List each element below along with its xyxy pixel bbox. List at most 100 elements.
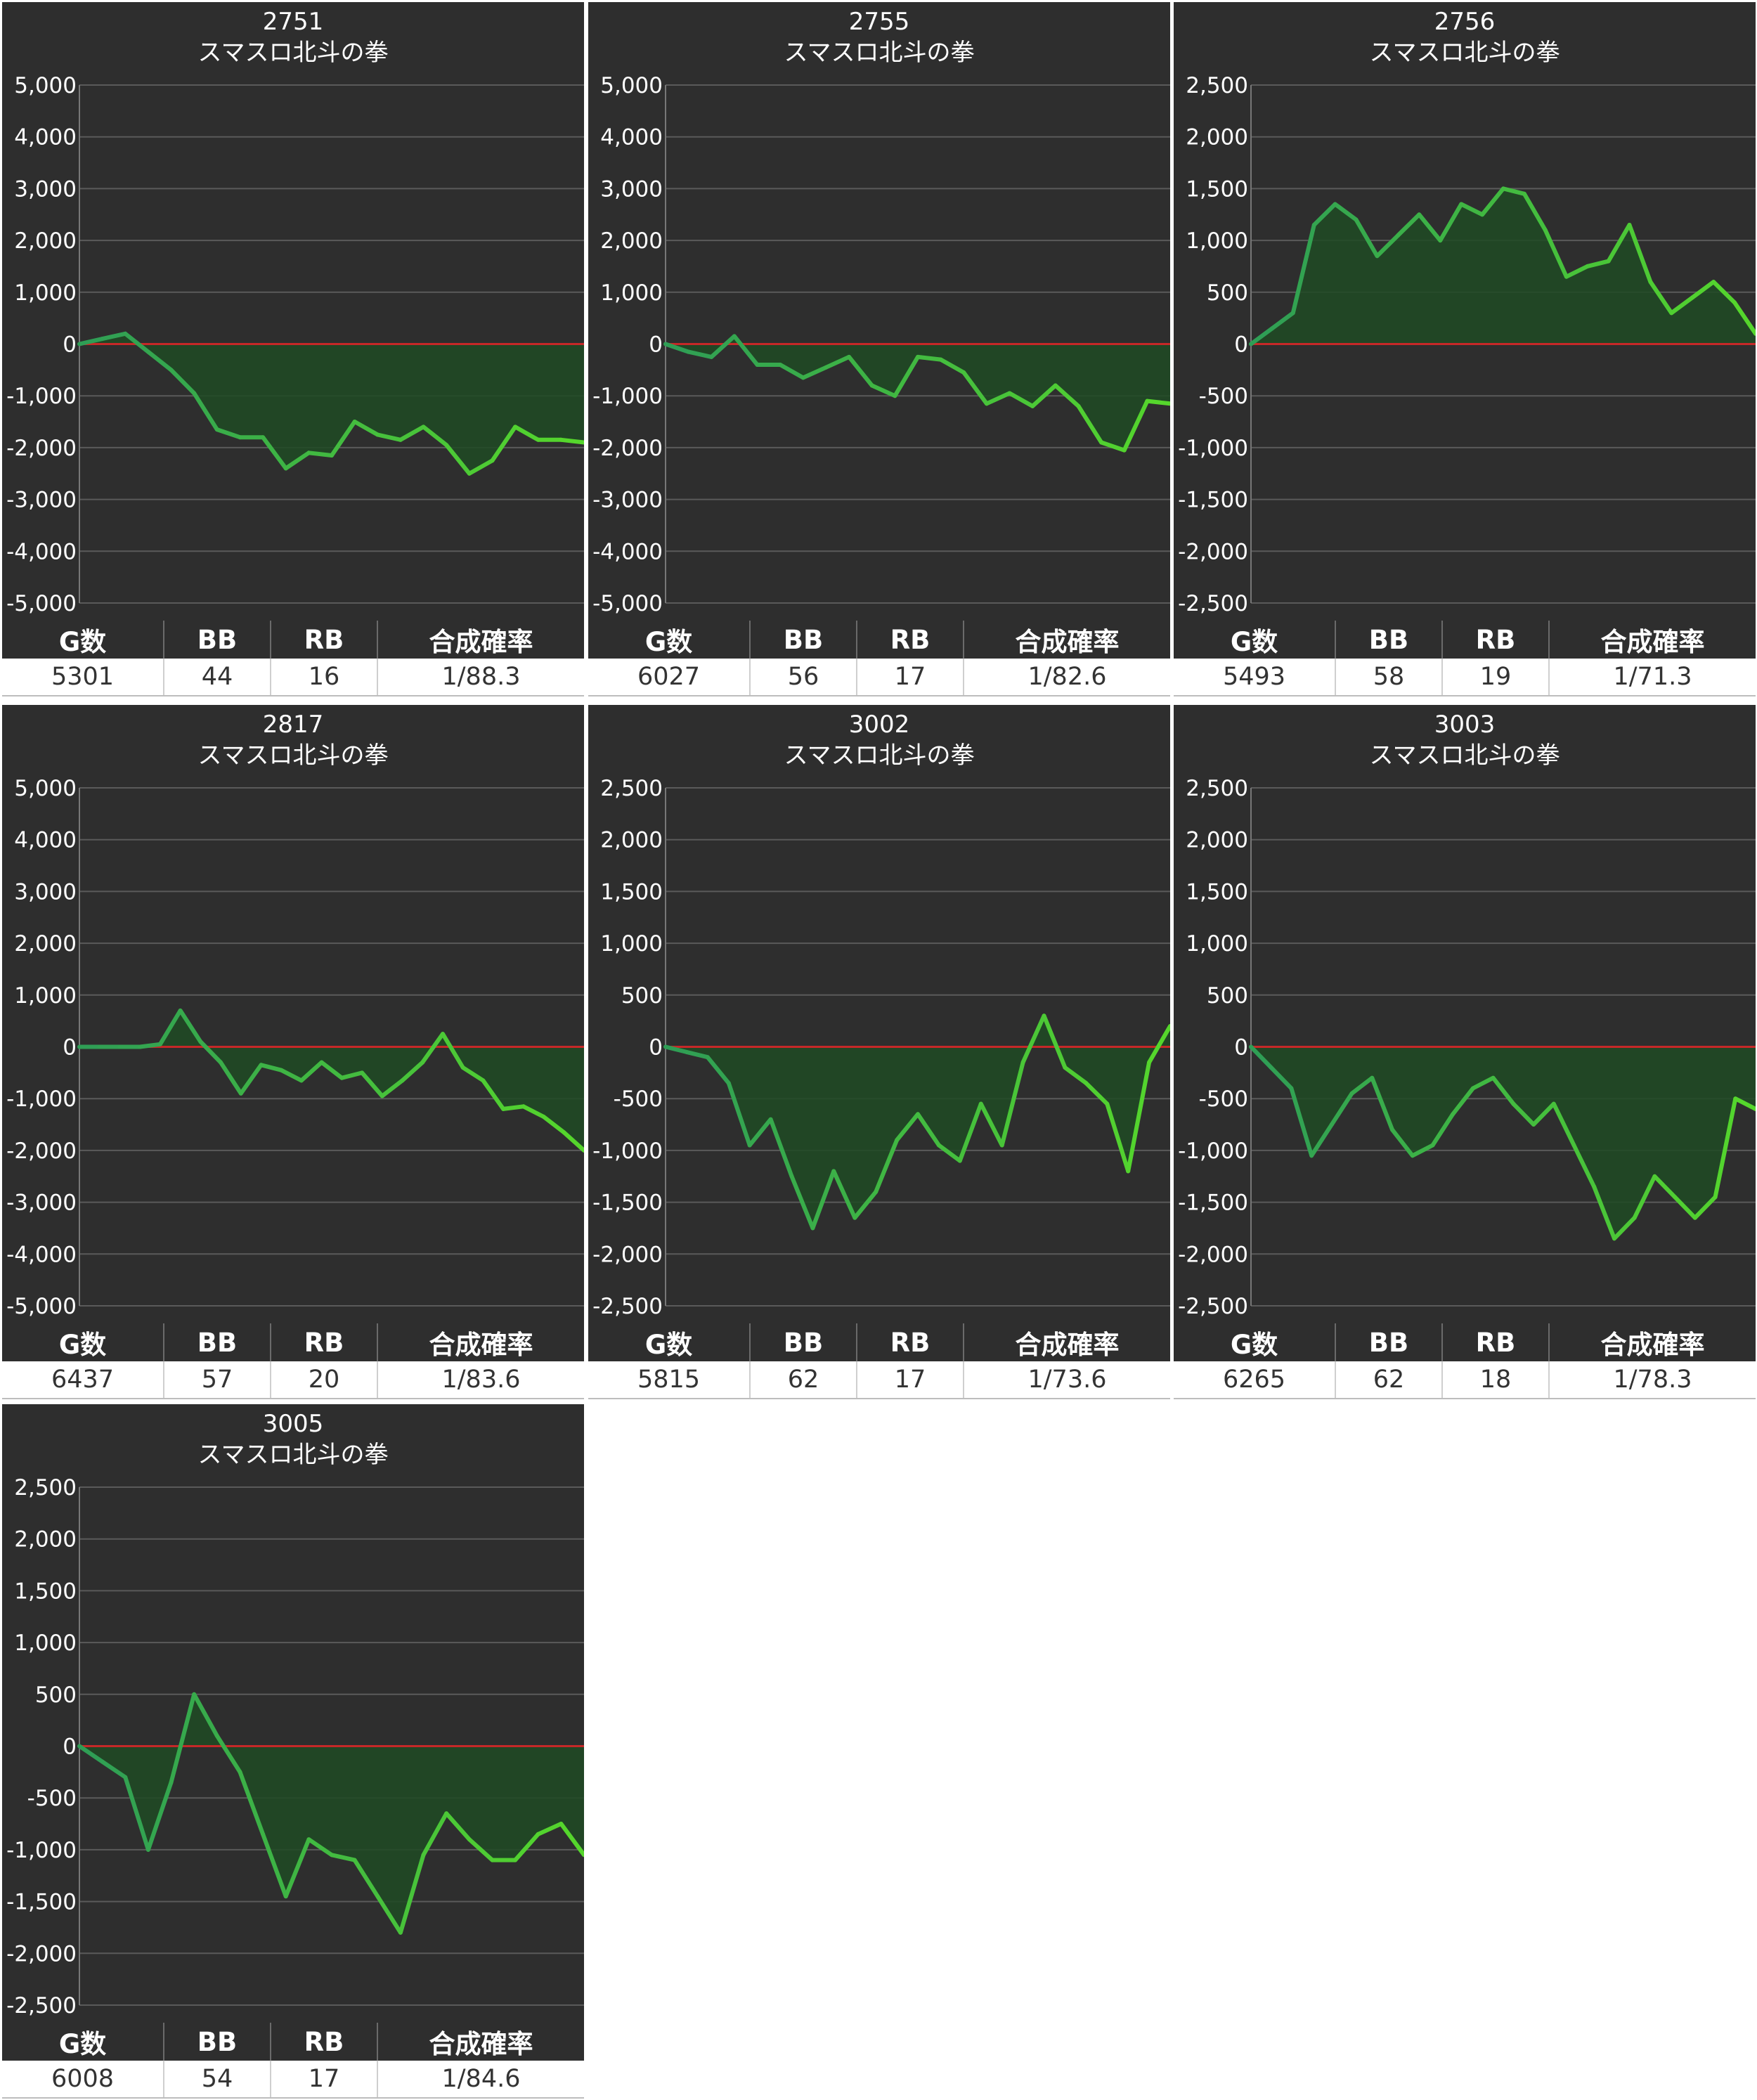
series-line-segment bbox=[709, 334, 737, 359]
series-line-segment bbox=[1713, 1096, 1738, 1200]
bb-header: BB bbox=[1335, 1323, 1442, 1361]
g-count-value: 5301 bbox=[2, 659, 164, 696]
stats-table: G数 BB RB 合成確率 6265 62 18 1/78.3 bbox=[1174, 1323, 1756, 1399]
series-line-segment bbox=[1627, 223, 1653, 285]
series-line-segment bbox=[421, 1811, 449, 1858]
series-line-segment bbox=[306, 451, 334, 458]
series-line-segment bbox=[238, 1063, 264, 1096]
chart-panel: 3002 スマスロ北斗の拳 2,500 2,000 1,500 1,000 500 0 -500… bbox=[588, 705, 1170, 1401]
series-line-segment bbox=[513, 424, 540, 442]
series-line-segment bbox=[352, 1858, 380, 1899]
series-line-segment bbox=[732, 334, 760, 367]
rb-header: RB bbox=[856, 1323, 964, 1361]
series-line-segment bbox=[1459, 202, 1485, 217]
y-tick-label: 500 bbox=[621, 983, 663, 1009]
series-line-segment bbox=[1063, 1065, 1089, 1086]
series-line-segment bbox=[1249, 1044, 1273, 1070]
bb-value: 62 bbox=[749, 1361, 857, 1399]
series-line-segment bbox=[1501, 186, 1526, 196]
y-tick-label: -3,000 bbox=[6, 488, 77, 513]
series-line-segment bbox=[467, 458, 495, 476]
y-tick-label: 1,000 bbox=[14, 1631, 77, 1656]
chart-area: 3002 スマスロ北斗の拳 2,500 2,000 1,500 1,000 500 0 -500… bbox=[588, 705, 1170, 1323]
series-line-segment bbox=[536, 1822, 564, 1836]
series-line-segment bbox=[1410, 1143, 1435, 1158]
series-line-segment bbox=[330, 1853, 357, 1862]
series-line-segment bbox=[895, 1112, 920, 1143]
probability-value: 1/71.3 bbox=[1548, 659, 1756, 696]
y-tick-label: 500 bbox=[1207, 983, 1248, 1009]
series-line-segment bbox=[214, 427, 242, 440]
y-tick-label: 0 bbox=[649, 332, 663, 358]
y-tick-label: -2,000 bbox=[1178, 539, 1248, 564]
series-line-segment bbox=[1470, 1075, 1496, 1091]
bb-value: 56 bbox=[749, 659, 857, 696]
g-count-value: 6437 bbox=[2, 1361, 164, 1399]
stats-table: G数 BB RB 合成確率 5301 44 16 1/88.3 bbox=[2, 621, 584, 696]
bb-header: BB bbox=[163, 621, 271, 659]
series-line-segment bbox=[1585, 259, 1611, 268]
series-line-segment bbox=[1076, 403, 1104, 445]
y-tick-label: -500 bbox=[1199, 384, 1248, 409]
y-tick-label: 5,000 bbox=[14, 776, 77, 801]
series-area bbox=[79, 1010, 584, 1151]
stats-table: G数 BB RB 合成確率 5815 62 17 1/73.6 bbox=[588, 1323, 1170, 1399]
y-tick-label: 500 bbox=[35, 1683, 77, 1708]
y-tick-label: -2,500 bbox=[592, 1294, 663, 1319]
series-line-segment bbox=[1311, 202, 1337, 227]
y-tick-label: -5,000 bbox=[592, 591, 663, 616]
y-tick-label: -3,000 bbox=[592, 488, 663, 513]
chart-panel: 3003 スマスロ北斗の拳 2,500 2,000 1,500 1,000 500 0 -500… bbox=[1174, 705, 1756, 1401]
y-tick-label: -500 bbox=[27, 1786, 77, 1811]
y-tick-label: 2,000 bbox=[14, 1527, 77, 1553]
series-line-segment bbox=[178, 1008, 203, 1044]
series-line-segment bbox=[938, 357, 966, 375]
g-count-value: 6008 bbox=[2, 2061, 164, 2099]
series-line-segment bbox=[726, 1081, 752, 1148]
y-tick-label: -1,000 bbox=[6, 1087, 77, 1112]
series-line-segment bbox=[460, 1065, 486, 1083]
y-tick-label: 2,000 bbox=[14, 228, 77, 254]
y-tick-label: 1,500 bbox=[1186, 176, 1248, 202]
series-line-segment bbox=[1249, 326, 1274, 346]
g-count-header: G数 bbox=[2, 1323, 164, 1361]
y-tick-label: 0 bbox=[649, 1035, 663, 1061]
rb-header: RB bbox=[856, 621, 964, 659]
series-line-segment bbox=[1511, 1101, 1536, 1127]
probability-header: 合成確率 bbox=[963, 621, 1170, 659]
y-tick-label: 2,000 bbox=[1186, 125, 1248, 150]
y-tick-label: 2,000 bbox=[600, 228, 663, 254]
series-line-segment bbox=[1571, 1143, 1597, 1189]
chart-panel: 2751 スマスロ北斗の拳 5,000 4,000 3,000 2,000 1,000 0 -1… bbox=[2, 2, 584, 698]
series-line-segment bbox=[1733, 1096, 1756, 1111]
y-tick-label: -2,500 bbox=[1178, 591, 1248, 616]
chart-area: 2755 スマスロ北斗の拳 5,000 4,000 3,000 2,000 1,000 0 -1… bbox=[588, 2, 1170, 621]
y-tick-label: -1,000 bbox=[1178, 436, 1248, 461]
y-tick-label: -1,000 bbox=[1178, 1139, 1248, 1164]
y-tick-label: -1,500 bbox=[1178, 1191, 1248, 1216]
stats-table: G数 BB RB 合成確率 6008 54 17 1/84.6 bbox=[2, 2023, 584, 2099]
y-tick-label: 3,000 bbox=[600, 176, 663, 202]
y-tick-label: 2,500 bbox=[1186, 73, 1248, 98]
series-area bbox=[666, 336, 1170, 451]
series-line-segment bbox=[1451, 1086, 1475, 1117]
series-line-segment bbox=[259, 1063, 284, 1072]
series-line-segment bbox=[1354, 217, 1380, 259]
y-tick-label: 0 bbox=[63, 1035, 77, 1061]
g-count-value: 5815 bbox=[588, 1361, 750, 1399]
rb-value: 17 bbox=[856, 1361, 964, 1399]
series-line-segment bbox=[1632, 1174, 1657, 1220]
rb-value: 17 bbox=[856, 659, 964, 696]
series-line-segment bbox=[441, 1032, 465, 1070]
chart-subtitle: スマスロ北斗の拳 bbox=[784, 39, 975, 67]
series-line-segment bbox=[1480, 186, 1505, 217]
y-tick-label: 2,000 bbox=[14, 931, 77, 957]
series-line-segment bbox=[1543, 228, 1569, 279]
g-count-value: 6027 bbox=[588, 659, 750, 696]
y-tick-label: -1,000 bbox=[592, 1139, 663, 1164]
series-line-segment bbox=[360, 1070, 384, 1098]
probability-header: 合成確率 bbox=[377, 1323, 584, 1361]
y-tick-label: 0 bbox=[1234, 1035, 1248, 1061]
series-line-segment bbox=[1522, 191, 1548, 233]
series-line-segment bbox=[1430, 1112, 1455, 1148]
